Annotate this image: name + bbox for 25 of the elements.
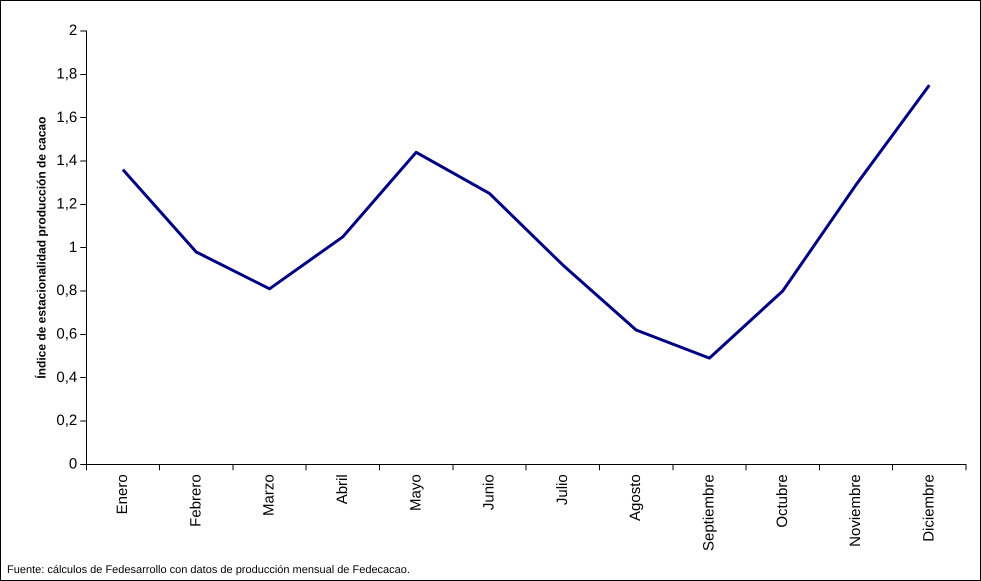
x-tick-label: Diciembre — [920, 474, 938, 542]
x-tick-label: Septiembre — [700, 474, 718, 552]
y-tick-label: 1,4 — [56, 152, 78, 170]
x-tick-label: Julio — [554, 474, 571, 506]
x-tick-label: Marzo — [260, 474, 278, 516]
y-tick-label: 0,8 — [56, 282, 78, 300]
x-tick-label: Agosto — [627, 474, 644, 521]
y-tick-label: 0,2 — [56, 412, 78, 430]
x-tick-label: Mayo — [407, 474, 424, 511]
y-axis-title: Índice de estacionalidad producción de cacao — [34, 116, 49, 379]
y-tick-label: 0,4 — [56, 368, 78, 386]
x-tick-label: Junio — [480, 474, 498, 510]
y-tick-label: 1 — [68, 238, 78, 256]
y-tick-label: 1,8 — [56, 65, 78, 82]
y-tick-label: 0,6 — [56, 325, 78, 342]
x-tick-label: Abril — [334, 474, 351, 504]
source-note: Fuente: cálculos de Fedesarrollo con datos de producción mensual de Fedecacao. — [7, 564, 410, 576]
y-tick-label: 1,6 — [56, 108, 78, 126]
y-tick-label: 2 — [68, 22, 78, 40]
x-tick-label: Octubre — [774, 474, 791, 528]
x-tick-label: Febrero — [187, 474, 204, 527]
y-tick-label: 0 — [68, 455, 78, 472]
y-tick-label: 1,2 — [56, 195, 78, 212]
x-tick-label: Enero — [114, 474, 132, 514]
x-tick-label: Noviembre — [847, 474, 864, 547]
